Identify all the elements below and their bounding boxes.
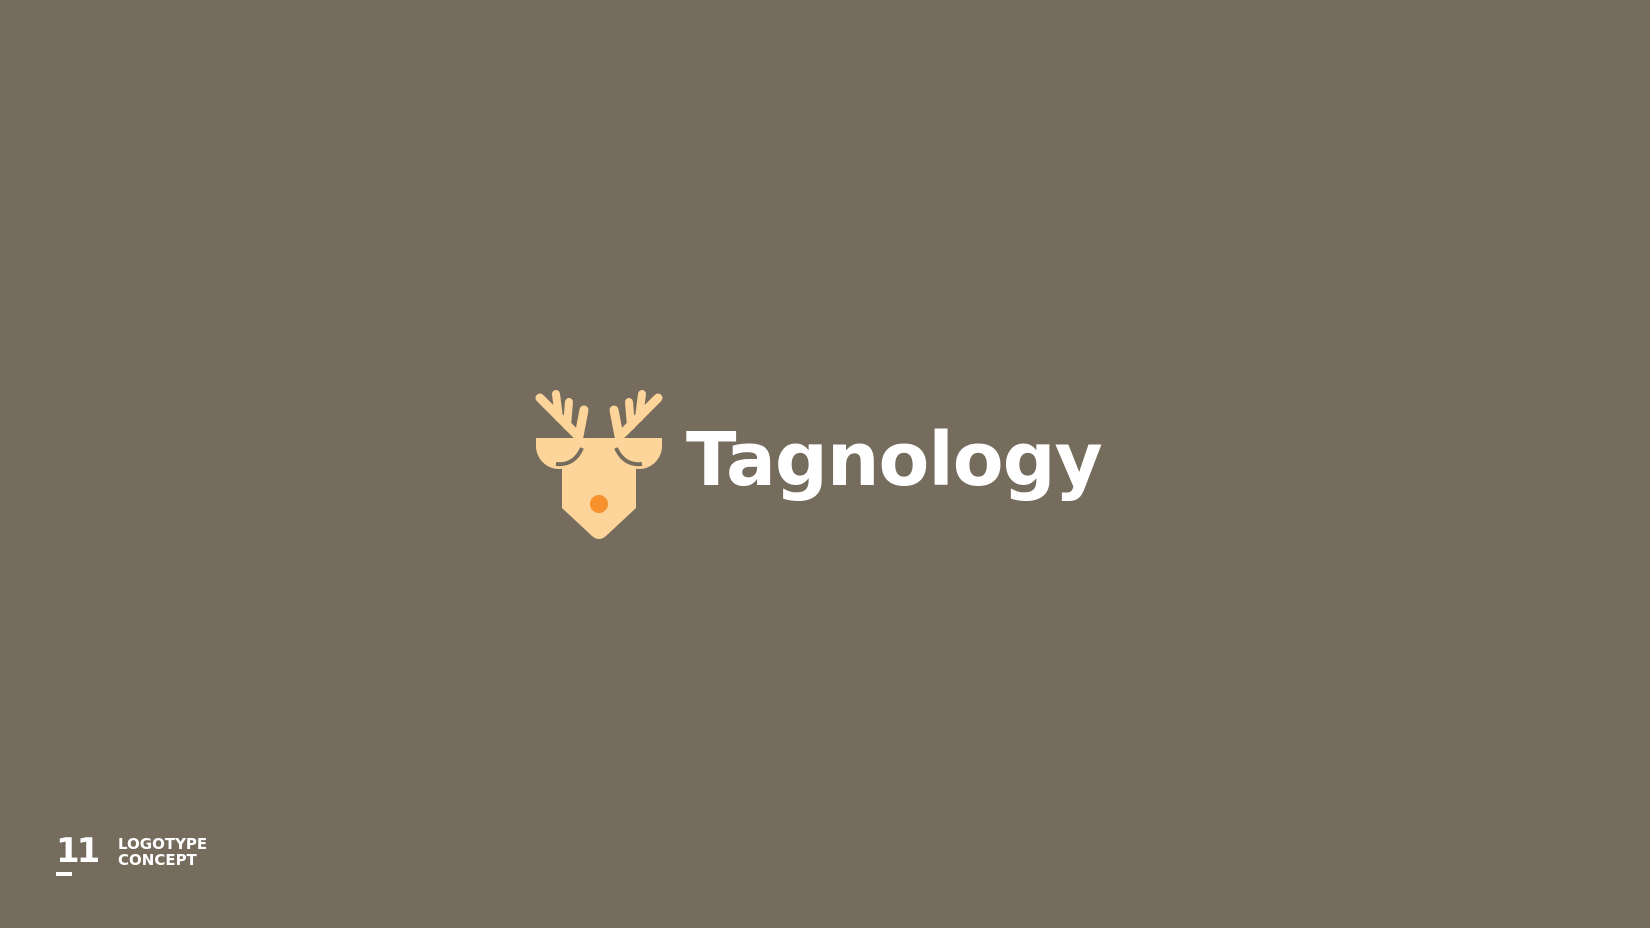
footer: 11 LOGOTYPE CONCEPT [56, 831, 207, 876]
caption-line-2: CONCEPT [118, 851, 197, 869]
nose [590, 495, 608, 513]
wordmark: Tagnology [686, 417, 1103, 503]
page-number: 11 [56, 831, 100, 876]
page-number-underline [56, 872, 72, 876]
page-number-text: 11 [56, 831, 100, 871]
slide-caption: LOGOTYPE CONCEPT [118, 836, 207, 868]
logo-lockup: Tagnology [534, 388, 1103, 540]
deer-head-icon [535, 390, 663, 539]
caption-line-1: LOGOTYPE [118, 835, 208, 853]
head [562, 438, 636, 539]
